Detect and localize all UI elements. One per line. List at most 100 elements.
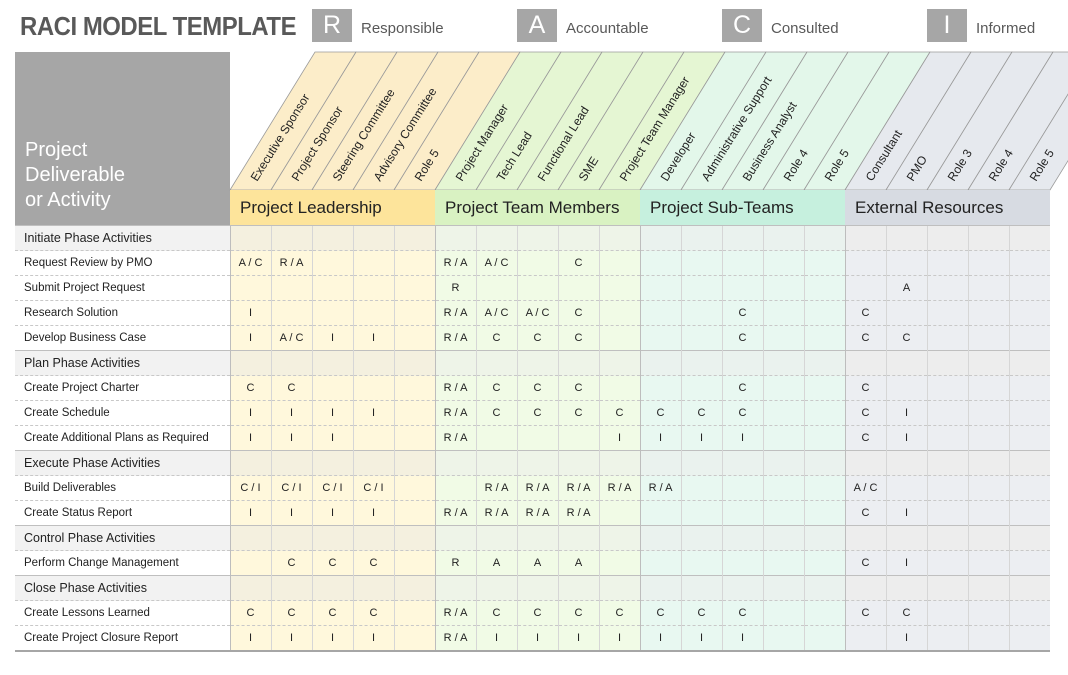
raci-cell[interactable]: C bbox=[557, 375, 599, 401]
raci-cell[interactable] bbox=[967, 325, 1009, 351]
raci-cell[interactable] bbox=[229, 225, 271, 251]
raci-cell[interactable]: C bbox=[844, 300, 886, 326]
raci-cell[interactable] bbox=[803, 250, 845, 276]
raci-cell[interactable] bbox=[721, 250, 763, 276]
raci-cell[interactable] bbox=[721, 575, 763, 601]
raci-cell[interactable] bbox=[639, 450, 681, 476]
raci-cell[interactable] bbox=[598, 325, 640, 351]
raci-cell[interactable] bbox=[844, 225, 886, 251]
raci-cell[interactable] bbox=[639, 550, 681, 576]
raci-cell[interactable] bbox=[721, 525, 763, 551]
raci-cell[interactable] bbox=[721, 500, 763, 526]
raci-cell[interactable]: R / A bbox=[557, 475, 599, 501]
raci-cell[interactable]: R bbox=[434, 275, 476, 301]
raci-cell[interactable] bbox=[803, 450, 845, 476]
raci-cell[interactable]: C bbox=[721, 600, 763, 626]
raci-cell[interactable] bbox=[762, 325, 804, 351]
raci-cell[interactable] bbox=[270, 225, 312, 251]
raci-cell[interactable] bbox=[639, 275, 681, 301]
raci-cell[interactable] bbox=[598, 250, 640, 276]
raci-cell[interactable] bbox=[352, 450, 394, 476]
raci-cell[interactable] bbox=[434, 350, 476, 376]
raci-cell[interactable]: C bbox=[721, 300, 763, 326]
raci-cell[interactable] bbox=[393, 300, 435, 326]
raci-cell[interactable]: R / A bbox=[516, 475, 558, 501]
raci-cell[interactable] bbox=[885, 350, 927, 376]
raci-cell[interactable]: C / I bbox=[229, 475, 271, 501]
raci-cell[interactable] bbox=[926, 375, 968, 401]
raci-cell[interactable]: C bbox=[557, 400, 599, 426]
raci-cell[interactable] bbox=[680, 350, 722, 376]
raci-cell[interactable] bbox=[680, 450, 722, 476]
raci-cell[interactable]: A bbox=[516, 550, 558, 576]
raci-cell[interactable] bbox=[885, 375, 927, 401]
raci-cell[interactable] bbox=[844, 625, 886, 652]
raci-cell[interactable] bbox=[475, 525, 517, 551]
raci-cell[interactable] bbox=[393, 625, 435, 652]
raci-cell[interactable] bbox=[434, 575, 476, 601]
raci-cell[interactable]: R / A bbox=[434, 400, 476, 426]
raci-cell[interactable] bbox=[557, 450, 599, 476]
raci-cell[interactable] bbox=[803, 325, 845, 351]
raci-cell[interactable] bbox=[352, 375, 394, 401]
raci-cell[interactable]: C bbox=[844, 325, 886, 351]
raci-cell[interactable] bbox=[926, 300, 968, 326]
raci-cell[interactable]: A / C bbox=[475, 300, 517, 326]
raci-cell[interactable] bbox=[393, 525, 435, 551]
raci-cell[interactable] bbox=[270, 275, 312, 301]
raci-cell[interactable]: C bbox=[229, 375, 271, 401]
raci-cell[interactable] bbox=[885, 575, 927, 601]
raci-cell[interactable] bbox=[434, 475, 476, 501]
raci-cell[interactable] bbox=[803, 500, 845, 526]
raci-cell[interactable] bbox=[516, 350, 558, 376]
raci-cell[interactable] bbox=[803, 475, 845, 501]
raci-cell[interactable] bbox=[311, 525, 353, 551]
raci-cell[interactable]: C bbox=[270, 375, 312, 401]
raci-cell[interactable] bbox=[721, 350, 763, 376]
raci-cell[interactable] bbox=[393, 475, 435, 501]
raci-cell[interactable] bbox=[598, 225, 640, 251]
raci-cell[interactable] bbox=[680, 275, 722, 301]
raci-cell[interactable] bbox=[270, 300, 312, 326]
raci-cell[interactable] bbox=[639, 350, 681, 376]
raci-cell[interactable] bbox=[352, 575, 394, 601]
raci-cell[interactable] bbox=[885, 300, 927, 326]
raci-cell[interactable] bbox=[393, 600, 435, 626]
raci-cell[interactable] bbox=[721, 550, 763, 576]
raci-cell[interactable]: I bbox=[352, 325, 394, 351]
raci-cell[interactable] bbox=[434, 450, 476, 476]
raci-cell[interactable]: I bbox=[311, 325, 353, 351]
raci-cell[interactable] bbox=[229, 450, 271, 476]
raci-cell[interactable]: R / A bbox=[516, 500, 558, 526]
raci-cell[interactable] bbox=[762, 500, 804, 526]
raci-cell[interactable] bbox=[680, 575, 722, 601]
raci-cell[interactable] bbox=[311, 350, 353, 376]
raci-cell[interactable] bbox=[926, 450, 968, 476]
raci-cell[interactable] bbox=[844, 525, 886, 551]
raci-cell[interactable] bbox=[557, 425, 599, 451]
raci-cell[interactable] bbox=[270, 575, 312, 601]
raci-cell[interactable] bbox=[680, 375, 722, 401]
raci-cell[interactable]: R / A bbox=[434, 300, 476, 326]
raci-cell[interactable] bbox=[229, 550, 271, 576]
raci-cell[interactable] bbox=[1008, 375, 1050, 401]
raci-cell[interactable]: C bbox=[475, 600, 517, 626]
raci-cell[interactable]: C / I bbox=[311, 475, 353, 501]
raci-cell[interactable]: R / A bbox=[434, 425, 476, 451]
raci-cell[interactable] bbox=[926, 525, 968, 551]
raci-cell[interactable] bbox=[967, 225, 1009, 251]
raci-cell[interactable] bbox=[393, 250, 435, 276]
raci-cell[interactable] bbox=[352, 300, 394, 326]
raci-cell[interactable] bbox=[926, 625, 968, 652]
raci-cell[interactable] bbox=[475, 575, 517, 601]
raci-cell[interactable]: I bbox=[639, 625, 681, 652]
raci-cell[interactable]: R / A bbox=[475, 500, 517, 526]
raci-cell[interactable]: I bbox=[475, 625, 517, 652]
raci-cell[interactable] bbox=[967, 450, 1009, 476]
raci-cell[interactable] bbox=[1008, 525, 1050, 551]
raci-cell[interactable]: A bbox=[885, 275, 927, 301]
raci-cell[interactable] bbox=[393, 225, 435, 251]
raci-cell[interactable] bbox=[967, 250, 1009, 276]
raci-cell[interactable]: R / A bbox=[434, 325, 476, 351]
raci-cell[interactable] bbox=[926, 500, 968, 526]
